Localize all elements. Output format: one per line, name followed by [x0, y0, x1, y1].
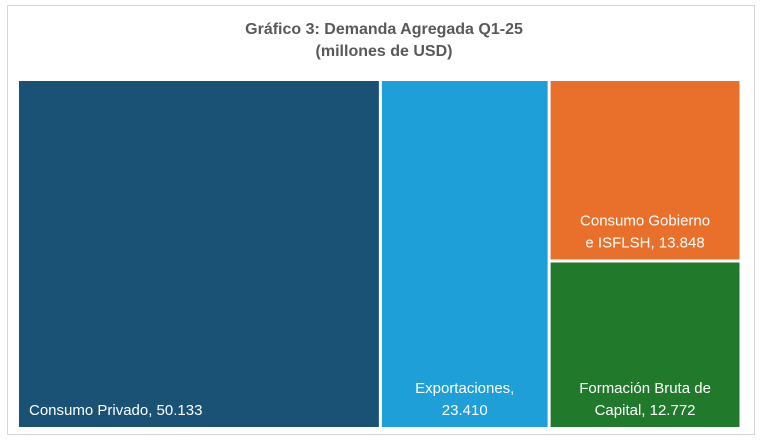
chart-title: Gráfico 3: Demanda Agregada Q1-25 (millo…	[0, 19, 768, 63]
treemap-tile-label: Consumo Gobierno	[580, 212, 710, 229]
treemap-tile-2	[381, 81, 548, 427]
treemap-tile-3	[550, 81, 740, 260]
treemap-tile-label: e ISFLSH, 13.848	[585, 234, 704, 251]
treemap-tile-label: Exportaciones,	[415, 380, 514, 397]
chart-subtitle: (millones de USD)	[315, 43, 453, 60]
treemap-tile-label: 23.410	[442, 402, 488, 419]
chart-title-line: Gráfico 3: Demanda Agregada Q1-25	[245, 21, 523, 38]
treemap-tile-1	[19, 81, 379, 427]
treemap-tile-4	[550, 262, 740, 427]
treemap-tile-label: Formación Bruta de	[579, 380, 711, 397]
treemap-tile-label: Capital, 12.772	[595, 402, 696, 419]
treemap-tile-label: Consumo Privado, 50.133	[29, 402, 202, 419]
